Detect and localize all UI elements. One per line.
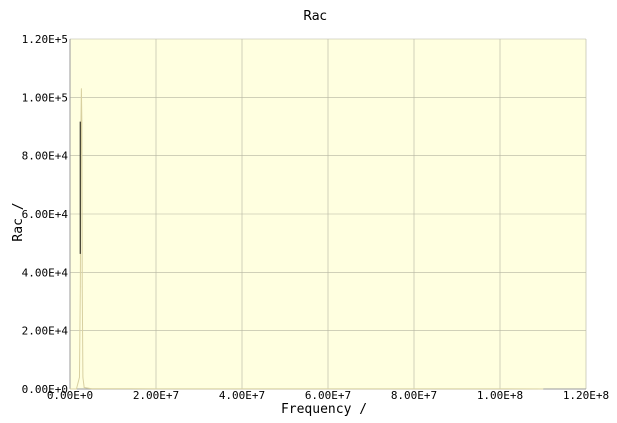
y-tick-label: 4.00E+4: [22, 266, 69, 279]
data-point: [76, 388, 77, 390]
x-tick-label: 0.00E+0: [47, 389, 93, 402]
x-tick-labels: 0.00E+0 2.00E+7 4.00E+7 6.00E+7 8.00E+7 1.00E…: [47, 389, 609, 402]
data-point: [542, 388, 544, 390]
x-tick-label: 6.00E+7: [305, 389, 351, 402]
data-point: [155, 388, 157, 390]
x-tick-label: 1.00E+8: [477, 389, 523, 402]
data-point: [80, 120, 82, 122]
data-point: [79, 376, 80, 378]
x-axis-label: Frequency /: [281, 402, 367, 417]
data-point: [81, 286, 83, 288]
data-point: [83, 387, 85, 388]
x-tick-label: 1.20E+8: [563, 389, 609, 402]
data-point: [327, 388, 329, 390]
y-tick-label: 2.00E+4: [22, 325, 69, 338]
data-point: [80, 88, 82, 89]
y-axis-label: Rac /: [11, 202, 26, 241]
chart-title: Rac: [303, 9, 327, 24]
data-point: [79, 286, 81, 288]
y-tick-labels: 0.00E+0 2.00E+4 4.00E+4 6.00E+4 8.00E+4 1.00E…: [22, 33, 69, 396]
x-tick-label: 2.00E+7: [133, 389, 179, 402]
x-tick-label: 8.00E+7: [391, 389, 437, 402]
y-tick-label: 1.20E+5: [22, 33, 68, 46]
y-tick-label: 8.00E+4: [22, 150, 69, 163]
data-point: [91, 388, 92, 390]
data-point: [69, 388, 71, 390]
x-tick-label: 4.00E+7: [219, 389, 265, 402]
y-tick-label: 1.00E+5: [22, 91, 68, 104]
series-group: [69, 88, 544, 390]
y-tick-label: 0.00E+0: [22, 383, 68, 396]
y-tick-label: 6.00E+4: [22, 208, 69, 221]
data-point: [81, 120, 83, 122]
data-point: [82, 376, 84, 378]
series-line: [70, 88, 544, 390]
